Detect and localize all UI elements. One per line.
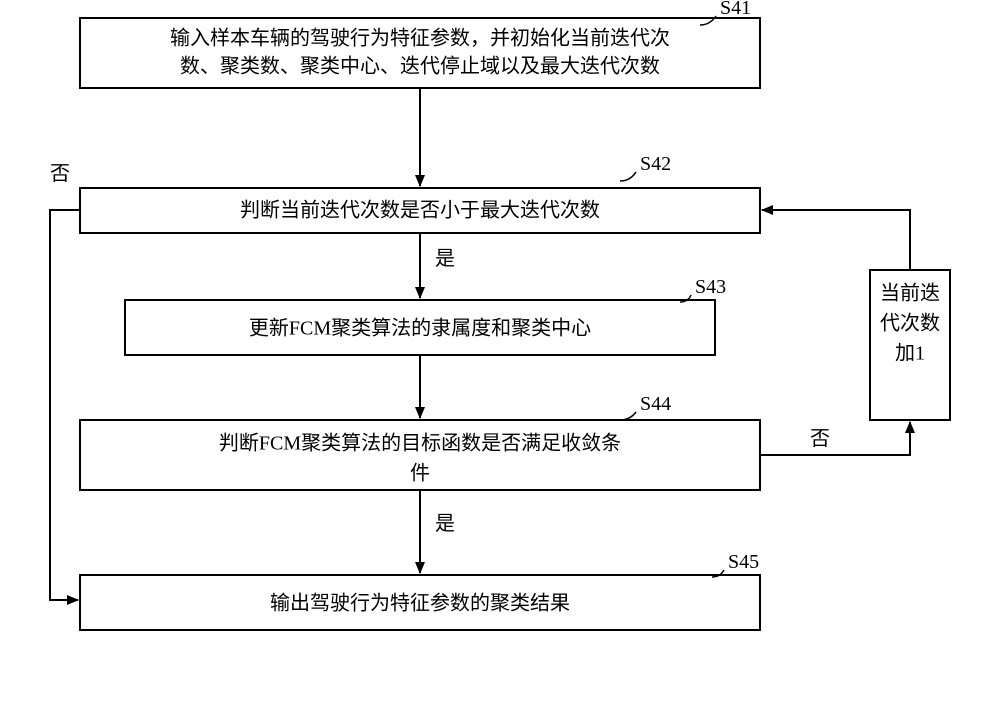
node-inc-l3: 加1: [895, 342, 925, 365]
node-s45-text: 输出驾驶行为特征参数的聚类结果: [270, 592, 570, 615]
node-s41-line2: 数、聚类数、聚类中心、迭代停止域以及最大迭代次数: [180, 55, 660, 78]
label-s43: S43: [695, 276, 726, 298]
label-s42: S42: [640, 153, 671, 175]
node-s42-text: 判断当前迭代次数是否小于最大迭代次数: [240, 199, 600, 222]
label-s44-tick: [620, 412, 636, 420]
node-s44-line1: 判断FCM聚类算法的目标函数是否满足收敛条: [219, 432, 621, 455]
node-inc-l1: 当前迭: [880, 282, 940, 305]
node-s41-line1: 输入样本车辆的驾驶行为特征参数，并初始化当前迭代次: [170, 27, 670, 50]
label-s41: S41: [720, 0, 751, 19]
edge-s44-yes-label: 是: [435, 513, 455, 535]
label-s44: S44: [640, 393, 671, 415]
label-s42-tick: [620, 172, 636, 181]
edge-s42-no: [50, 210, 80, 600]
node-s44-line2: 件: [410, 462, 430, 485]
edge-s44-inc: [760, 422, 910, 455]
edge-inc-s42: [762, 210, 910, 270]
label-s45: S45: [728, 551, 759, 573]
node-s43-text: 更新FCM聚类算法的隶属度和聚类中心: [249, 317, 591, 340]
edge-s44-no-label: 否: [810, 428, 830, 450]
node-inc-l2: 代次数: [880, 312, 940, 335]
edge-s42-no-label: 否: [50, 163, 70, 185]
edge-s42-yes-label: 是: [435, 248, 455, 270]
flowchart: 输入样本车辆的驾驶行为特征参数，并初始化当前迭代次 数、聚类数、聚类中心、迭代停…: [0, 0, 1000, 710]
